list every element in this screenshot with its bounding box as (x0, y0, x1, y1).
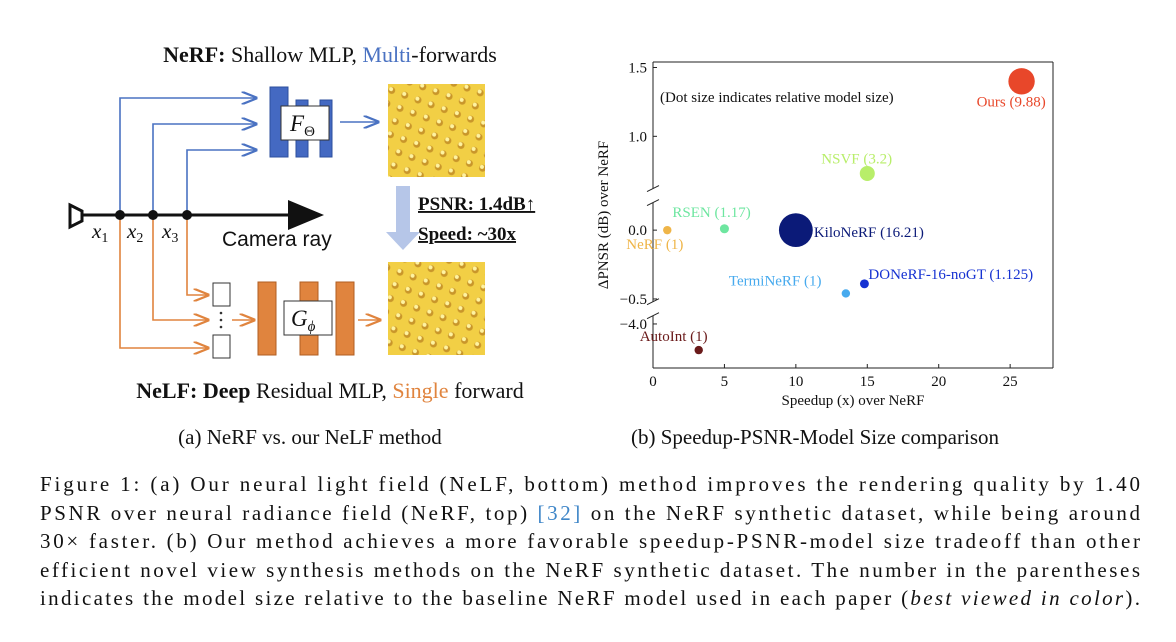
y-axis-label: ΔPNSR (dB) over NeRF (596, 141, 612, 289)
nerf-diagram: NeRF: Shallow MLP, Multi-forwards x1 x2 … (68, 42, 535, 449)
subcaption-b: (b) Speedup-PSNR-Model Size comparison (631, 425, 1000, 449)
y-tick-label: 1.0 (628, 129, 647, 145)
point-label: DONeRF-16-noGT (1.125) (868, 267, 1033, 283)
axis-break (646, 185, 660, 193)
y-tick-label: −4.0 (620, 317, 647, 333)
point-label: KiloNeRF (16.21) (814, 225, 924, 241)
psnr-text: PSNR: 1.4dB↑ (418, 194, 535, 215)
g-phi: Gϕ (291, 306, 316, 335)
caption-line: indicates the model size relative to the… (40, 586, 1140, 610)
caption-line: Figure 1: (a) Our neural light field (Ne… (40, 472, 1140, 496)
point-label: AutoInt (1) (640, 329, 708, 345)
bottom-title: NeLF: Deep Residual MLP, Single forward (136, 378, 523, 403)
down-arrow (386, 186, 420, 250)
x-tick-label: 5 (721, 374, 729, 390)
dot (663, 225, 672, 235)
ellipsis (219, 311, 223, 329)
axis-break (646, 298, 660, 306)
y-tick-label: 1.5 (628, 61, 647, 77)
dot (859, 165, 875, 181)
x-tick-label: 20 (931, 374, 946, 390)
blue-rays (119, 98, 378, 215)
caption-line: PSNR over neural radiance field (NeRF, t… (40, 501, 1141, 525)
x-axis-label: Speedup (x) over NeRF (782, 393, 925, 409)
x-tick-label: 0 (649, 374, 657, 390)
point-label: Ours (9.88) (977, 94, 1046, 110)
x-tick-label: 25 (1003, 374, 1018, 390)
caption-line: 30× faster. (b) Our method achieves a mo… (40, 529, 1140, 553)
dot (778, 213, 813, 248)
camera-icon (68, 202, 84, 230)
render-image (388, 84, 485, 177)
point-label: TermiNeRF (1) (729, 273, 822, 289)
f-theta: FΘ (289, 111, 315, 140)
y-tick-label: 0.0 (628, 223, 647, 239)
dot (859, 279, 869, 289)
input-box (212, 334, 231, 359)
point-label: RSEN (1.17) (672, 205, 750, 221)
x-tick-label: 10 (788, 374, 803, 390)
dot (1008, 68, 1035, 95)
speed-text: Speed: ~30x (418, 224, 517, 245)
top-title: NeRF: Shallow MLP, Multi-forwards (163, 42, 497, 67)
orange-rays (119, 215, 380, 348)
point-label: NSVF (3.2) (821, 151, 892, 167)
f-box (280, 105, 330, 141)
y-tick-label: −0.5 (620, 292, 647, 308)
input-box (212, 282, 231, 307)
scatter-chart: 0 5 10 15 20 25 1.5 1.0 0.0 −0.5 −4.0 Speedup (x) o… (596, 61, 1054, 409)
caption-line: efficient novel view synthesis methods o… (40, 558, 1140, 582)
subcaption-a: (a) NeRF vs. our NeLF method (178, 425, 442, 449)
render-image (388, 262, 485, 355)
point-labels: x1 x2 x3 (91, 219, 178, 247)
ray-label: Camera ray (222, 228, 332, 251)
g-box (283, 300, 333, 336)
point-label: NeRF (1) (626, 237, 683, 253)
caption: Figure 1: (a) Our neural light field (Ne… (40, 472, 1141, 610)
annotation: (Dot size indicates relative model size) (660, 90, 894, 106)
sample-points (115, 210, 192, 220)
dot (841, 289, 851, 298)
dot (694, 345, 703, 355)
x-tick-label: 15 (860, 374, 875, 390)
dot (719, 224, 729, 234)
